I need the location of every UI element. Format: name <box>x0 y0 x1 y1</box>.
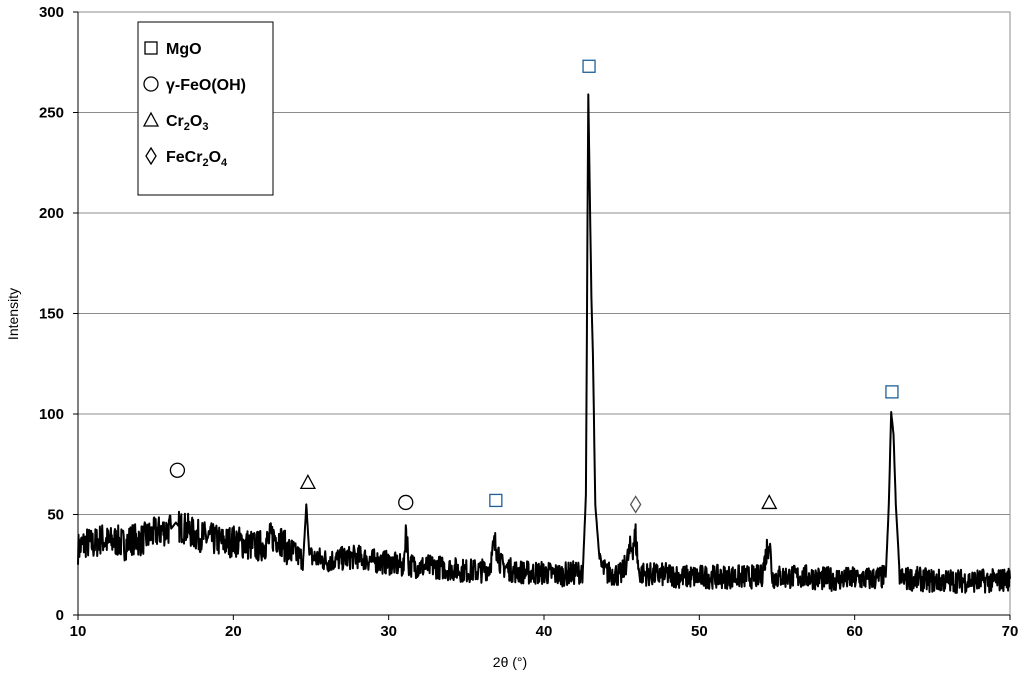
y-tick-label: 200 <box>39 205 64 222</box>
x-tick-label: 50 <box>691 623 708 640</box>
legend-label: FeCr2O4 <box>166 149 228 169</box>
peak-marker-square <box>885 385 899 399</box>
peak-marker-circle <box>169 462 186 478</box>
legend: MgO γ-FeO(OH) Cr2O3 FeCr2O4 <box>137 21 274 196</box>
peak-marker-square <box>582 59 596 73</box>
x-tick-label: 70 <box>1002 623 1019 640</box>
legend-symbol-triangle <box>142 111 160 127</box>
peak-marker-triangle <box>299 473 316 489</box>
y-tick-label: 250 <box>39 105 64 122</box>
y-tick-label: 100 <box>39 406 64 423</box>
legend-label: MgO <box>166 41 202 58</box>
x-tick-label: 20 <box>225 623 242 640</box>
x-tick-label: 30 <box>380 623 397 640</box>
y-axis-title: Intensity <box>5 288 21 340</box>
peak-marker-diamond <box>629 495 642 514</box>
peak-marker-circle <box>398 494 414 511</box>
y-tick-labels: 0 50 100 150 200 250 300 <box>39 4 78 624</box>
peak-markers <box>169 59 899 514</box>
y-tick-label: 150 <box>39 306 64 323</box>
y-tick-label: 300 <box>39 4 64 21</box>
legend-box <box>137 21 274 196</box>
y-tick-label: 50 <box>47 507 64 524</box>
legend-symbol-circle <box>143 76 159 92</box>
legend-symbol-square <box>144 41 158 55</box>
y-tick-label: 0 <box>56 607 64 624</box>
x-tick-label: 40 <box>536 623 553 640</box>
legend-label: Cr2O3 <box>166 113 208 133</box>
intensity-trace <box>77 93 1011 594</box>
peak-marker-triangle <box>761 494 778 510</box>
x-tick-label: 10 <box>70 623 87 640</box>
x-tick-labels: 10 20 30 40 50 60 70 <box>70 615 1019 640</box>
peak-marker-square <box>489 493 503 508</box>
x-axis-title: 2θ (°) <box>493 654 527 670</box>
x-tick-label: 60 <box>846 623 863 640</box>
legend-symbol-diamond <box>145 146 157 166</box>
legend-label: γ-FeO(OH) <box>166 77 246 94</box>
